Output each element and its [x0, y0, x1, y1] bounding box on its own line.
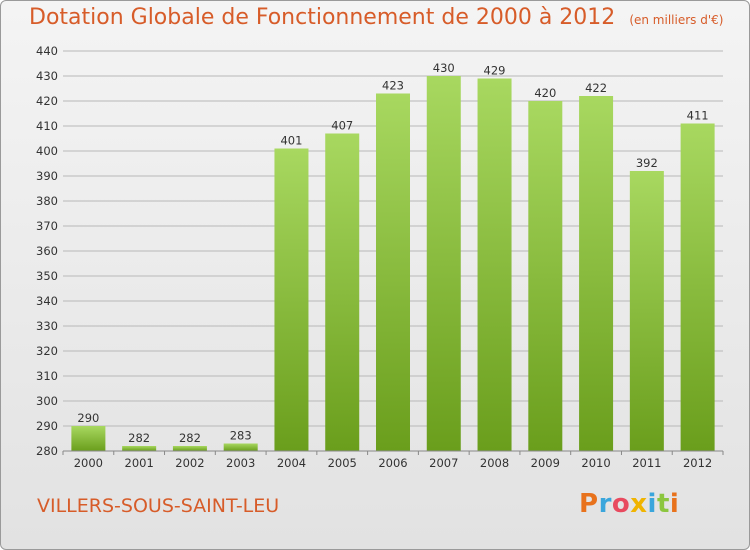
bar-2010: [579, 96, 614, 451]
y-tick-label: 410: [36, 119, 58, 133]
y-tick-label: 430: [36, 69, 58, 83]
value-label-2005: 407: [331, 119, 353, 133]
y-tick-label: 310: [36, 369, 58, 383]
bar-2008: [477, 78, 512, 451]
y-tick-label: 300: [36, 394, 58, 408]
y-tick-label: 380: [36, 194, 58, 208]
bar-2009: [528, 101, 563, 451]
proxiti-logo: Proxiti: [579, 489, 679, 519]
bar-2000: [71, 426, 106, 451]
y-tick-label: 370: [36, 219, 58, 233]
y-axis-ticks: 280 290 300 310 320 330 340 350 360 370 380 390 400 4…: [36, 44, 58, 458]
x-tick-label-2009: 2009: [531, 456, 560, 470]
value-label-2011: 392: [636, 156, 658, 170]
chart-title: Dotation Globale de Fonctionnement de 20…: [29, 5, 723, 30]
logo-letter: i: [647, 489, 657, 519]
bar-2001: [122, 446, 157, 451]
value-label-2007: 430: [433, 61, 455, 75]
y-tick-label: 400: [36, 144, 58, 158]
bars: [71, 76, 715, 451]
bar-2004: [274, 148, 309, 451]
value-label-2004: 401: [280, 134, 302, 148]
y-tick-label: 440: [36, 44, 58, 58]
x-tick-label-2001: 2001: [125, 456, 154, 470]
logo-letter: t: [656, 489, 670, 519]
value-label-2009: 420: [534, 86, 556, 100]
x-tick-label-2005: 2005: [328, 456, 357, 470]
y-tick-label: 420: [36, 94, 58, 108]
bar-2006: [376, 93, 410, 451]
y-tick-label: 390: [36, 169, 58, 183]
bar-2011: [629, 171, 664, 451]
value-label-2006: 423: [382, 79, 404, 93]
value-label-2000: 290: [77, 411, 99, 425]
value-label-2002: 282: [179, 431, 201, 445]
value-label-2003: 283: [230, 429, 252, 443]
y-tick-label: 280: [36, 444, 58, 458]
bar-2012: [680, 123, 715, 451]
y-tick-label: 320: [36, 344, 58, 358]
x-tick-label-2007: 2007: [429, 456, 458, 470]
x-tick-label-2006: 2006: [378, 456, 407, 470]
value-labels: 290 282 282 283 401 407 423 430 429 420 422 392 411: [77, 61, 708, 445]
bar-2003: [223, 443, 258, 451]
chart-unit: (en milliers d'€): [629, 13, 724, 27]
value-label-2012: 411: [687, 109, 709, 123]
y-tick-label: 330: [36, 319, 58, 333]
x-tick-label-2002: 2002: [175, 456, 204, 470]
value-label-2010: 422: [585, 81, 607, 95]
logo-letter: P: [579, 489, 599, 519]
y-tick-label: 340: [36, 294, 58, 308]
chart-title-text: Dotation Globale de Fonctionnement de 20…: [29, 5, 616, 30]
logo-letter: x: [630, 489, 648, 519]
x-tick-label-2004: 2004: [277, 456, 306, 470]
x-tick-label-2011: 2011: [632, 456, 661, 470]
value-label-2001: 282: [128, 431, 150, 445]
logo-letter: o: [611, 489, 631, 519]
x-tick-label-2003: 2003: [226, 456, 255, 470]
x-tick-label-2012: 2012: [683, 456, 712, 470]
x-tick-label-2000: 2000: [74, 456, 103, 470]
bar-2007: [426, 76, 461, 451]
y-tick-label: 350: [36, 269, 58, 283]
logo-letter: r: [598, 489, 612, 519]
y-tick-label: 290: [36, 419, 58, 433]
logo-letter: i: [669, 489, 680, 519]
x-axis-ticks: 2000 2001 2002 2003 2004 2005 2006 2007 2008 2009…: [62, 451, 724, 470]
bar-2002: [172, 446, 207, 451]
x-tick-label-2010: 2010: [581, 456, 610, 470]
value-label-2008: 429: [484, 64, 506, 78]
bar-2005: [325, 133, 360, 451]
y-tick-label: 360: [36, 244, 58, 258]
place-name: VILLERS-SOUS-SAINT-LEU: [37, 495, 280, 517]
x-tick-label-2008: 2008: [480, 456, 509, 470]
